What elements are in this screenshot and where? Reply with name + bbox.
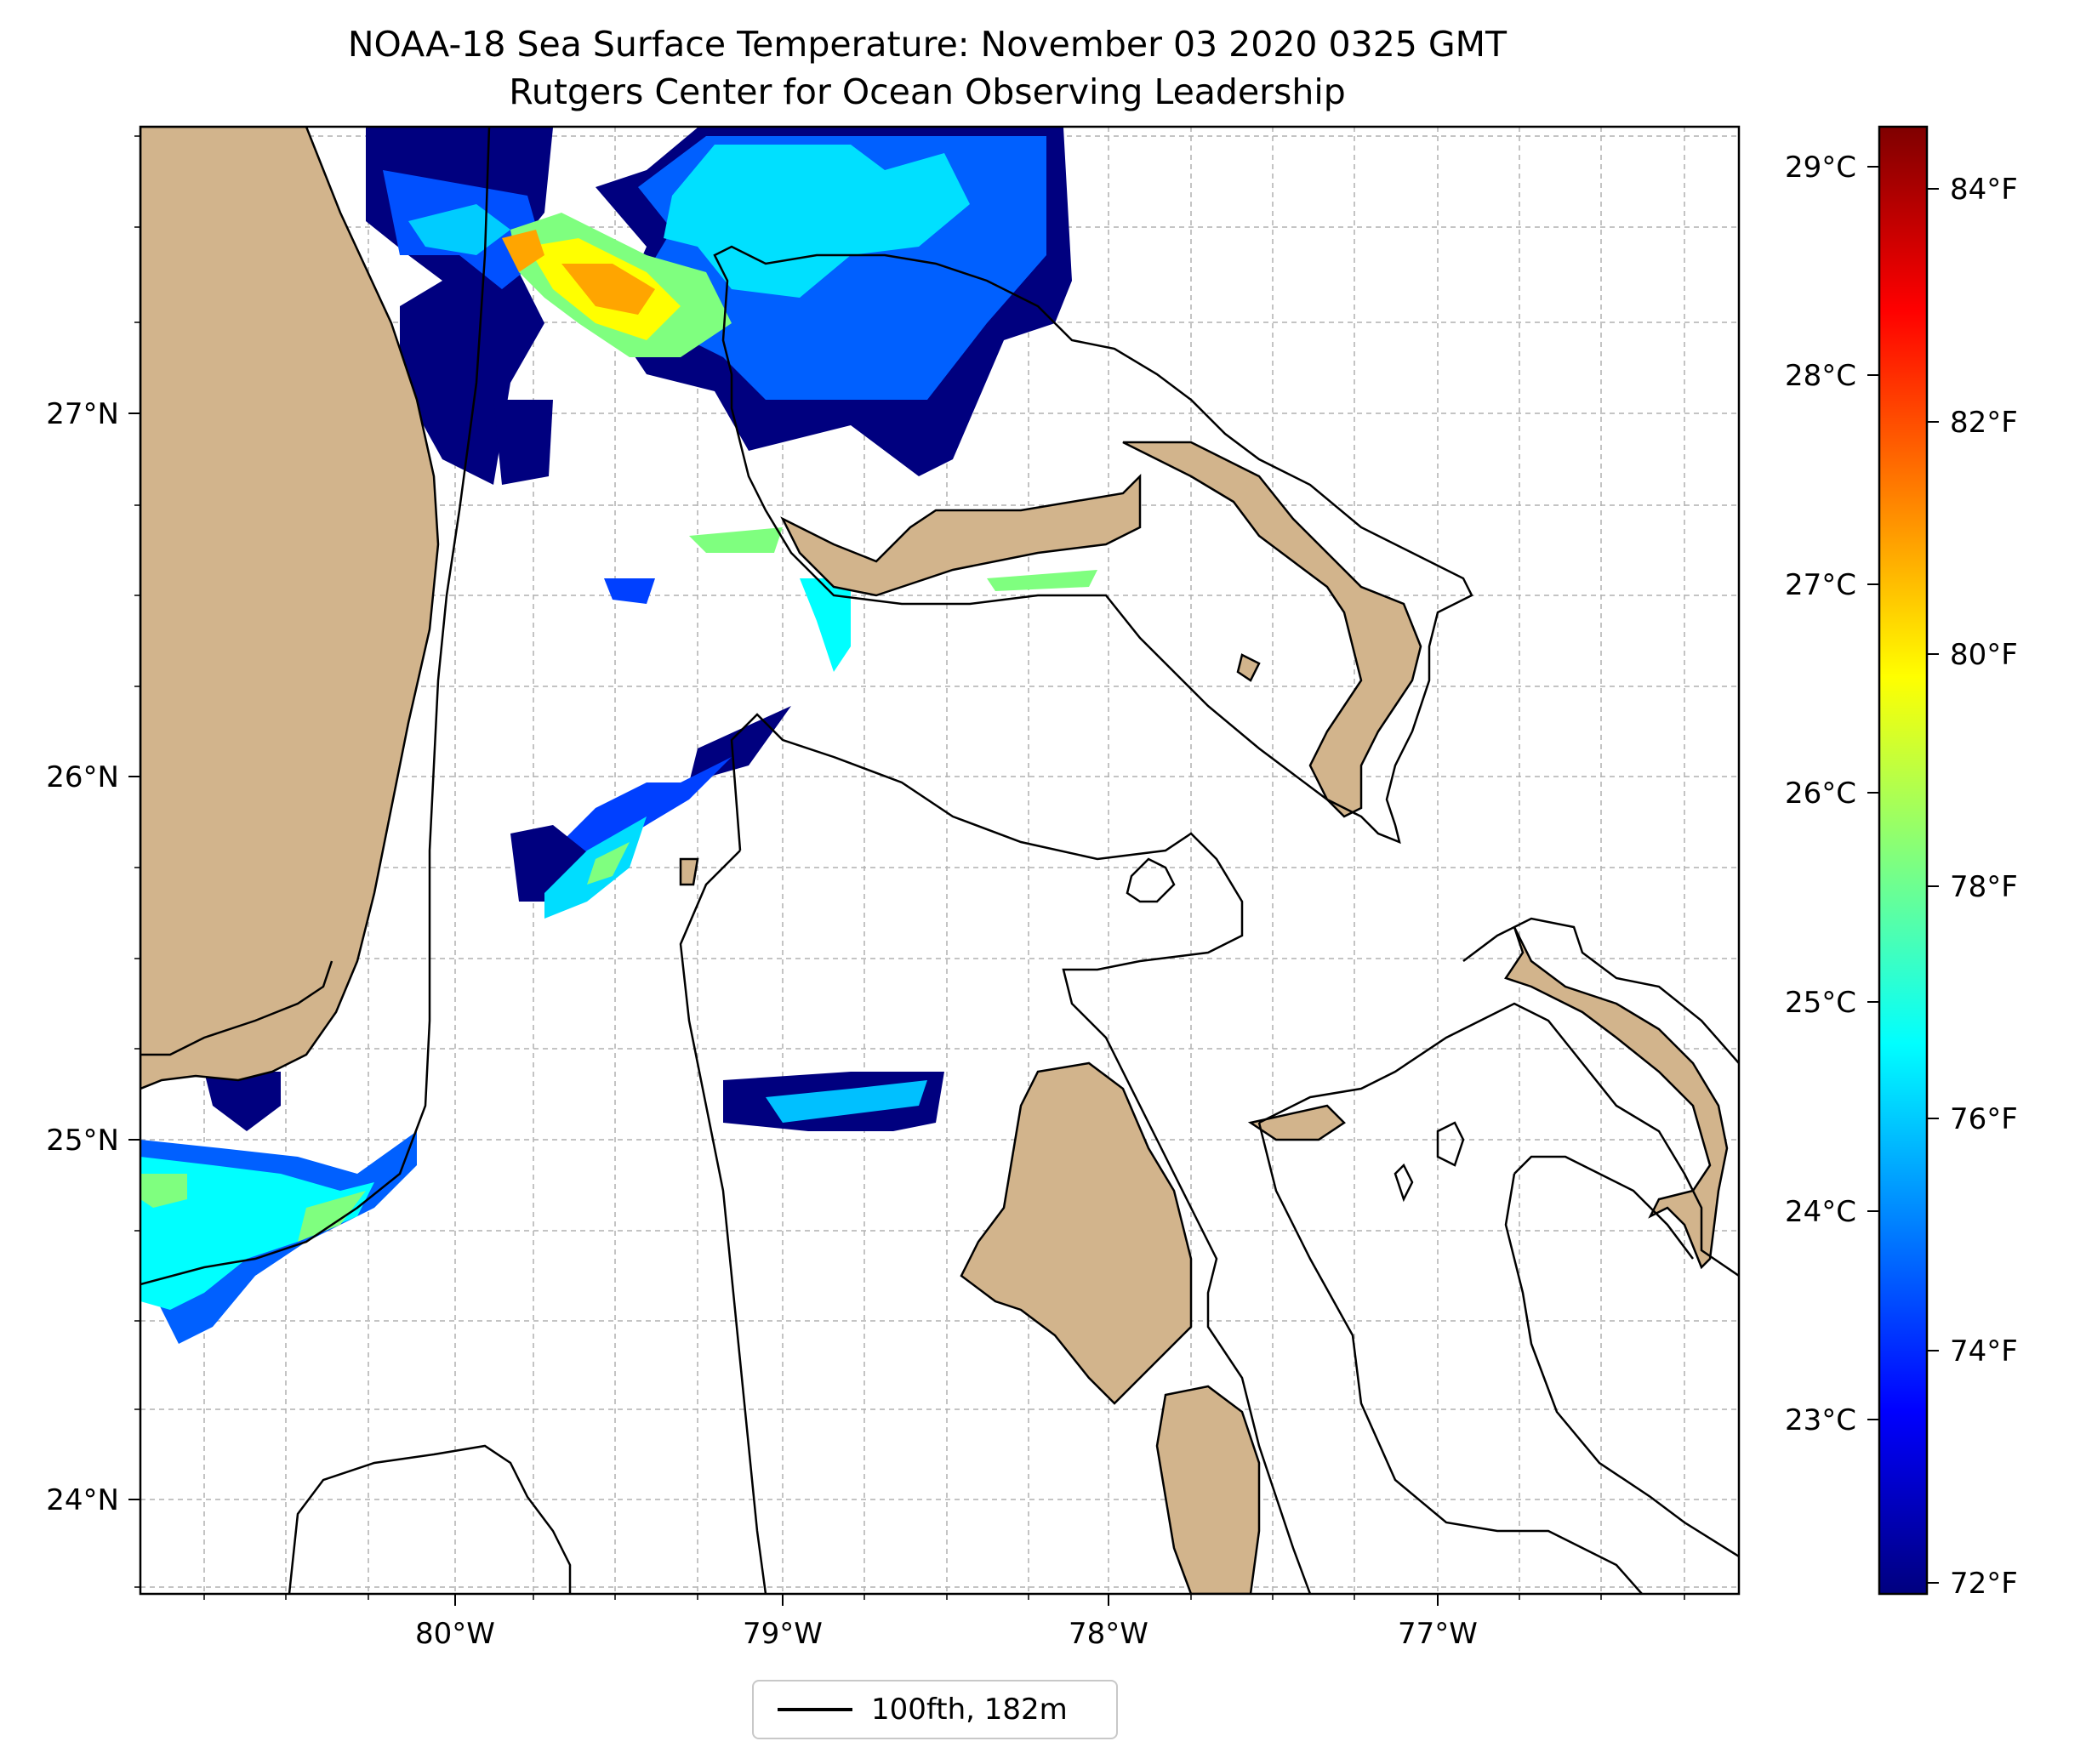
contour-line: [730, 713, 1312, 1594]
sst-patch: [140, 1157, 374, 1310]
grand-bahama: [780, 473, 1142, 597]
sst-patch: [766, 1080, 927, 1123]
celsius-label: 24°C: [1785, 1195, 1856, 1229]
sst-patch: [561, 264, 655, 315]
title-line-1: NOAA-18 Sea Surface Temperature: Novembe…: [347, 24, 1508, 65]
contour-line: [140, 127, 491, 1286]
sst-patch: [298, 1191, 366, 1242]
lon-label-80: 80°W: [415, 1617, 495, 1651]
sst-patch: [987, 570, 1097, 591]
florida: [140, 127, 440, 1090]
fahrenheit-label: 82°F: [1950, 406, 2018, 440]
bimini: [679, 857, 699, 886]
sst-patch: [587, 842, 630, 885]
contour-line: [1257, 1122, 1643, 1594]
sst-patch: [510, 825, 596, 902]
sst-patch: [493, 400, 553, 485]
sst-patch: [800, 578, 851, 672]
andros: [960, 1061, 1193, 1405]
eleuthera: [1504, 926, 1729, 1270]
lat-label-26: 26°N: [46, 760, 119, 794]
contour-line: [679, 850, 767, 1594]
colorbar: [1878, 125, 1929, 1596]
sst-patch: [204, 1072, 281, 1131]
lon-label-77: 77°W: [1398, 1617, 1478, 1651]
contour-line: [1436, 1121, 1465, 1167]
celsius-ticks: [1867, 166, 1879, 1420]
lat-label-24: 24°N: [46, 1483, 119, 1517]
celsius-label: 28°C: [1785, 359, 1856, 393]
fahrenheit-label: 78°F: [1950, 870, 2018, 904]
legend-label: 100fth, 182m: [871, 1693, 1068, 1727]
celsius-label: 27°C: [1785, 568, 1856, 602]
sst-patch: [689, 527, 783, 553]
title-line-2: Rutgers Center for Ocean Observing Leade…: [509, 71, 1346, 112]
map-frame: [139, 125, 1741, 1596]
celsius-label: 26°C: [1785, 777, 1856, 811]
celsius-label: 29°C: [1785, 151, 1856, 185]
abaco: [1122, 441, 1422, 818]
contour-line: [1504, 1173, 1739, 1558]
lon-label-79: 79°W: [743, 1617, 823, 1651]
lat-label-27: 27°N: [46, 397, 119, 431]
contour-line: [1394, 1163, 1414, 1203]
andros-south: [1155, 1385, 1261, 1594]
map-title: NOAA-18 Sea Surface Temperature: Novembe…: [0, 20, 1855, 116]
fahrenheit-label: 72°F: [1950, 1567, 2018, 1601]
minor-ticks: [134, 135, 1685, 1600]
fahrenheit-label: 84°F: [1950, 173, 2018, 207]
contour-line: [1462, 917, 1739, 1064]
sst-patch: [604, 578, 655, 604]
lat-label-25: 25°N: [46, 1124, 119, 1158]
berry-islands: [1247, 1104, 1346, 1141]
lon-label-78: 78°W: [1069, 1617, 1148, 1651]
sst-patch: [502, 230, 544, 272]
fahrenheit-label: 74°F: [1950, 1334, 2018, 1369]
celsius-label: 23°C: [1785, 1403, 1856, 1437]
contour-line: [140, 960, 333, 1056]
contour-line: [713, 245, 1473, 845]
contour-100fth: [140, 127, 1739, 1594]
contour-line: [1126, 857, 1176, 903]
contour-line: [288, 1444, 572, 1594]
sst-patch: [664, 145, 970, 298]
fahrenheit-label: 80°F: [1950, 638, 2018, 672]
legend: 100fth, 182m: [752, 1680, 1118, 1739]
contour-line: [1513, 1155, 1694, 1260]
fahrenheit-ticks: [1927, 188, 1939, 1584]
map-area: [140, 127, 1739, 1594]
celsius-label: 25°C: [1785, 986, 1856, 1020]
sst-patch: [689, 706, 791, 782]
land: [140, 127, 1729, 1594]
sst-patch: [140, 1174, 187, 1208]
fahrenheit-label: 76°F: [1950, 1102, 2018, 1136]
cay: [1236, 653, 1261, 682]
contour-line: [1258, 1002, 1739, 1277]
axis-ticks: [128, 413, 1439, 1606]
legend-line-swatch: [778, 1708, 852, 1711]
